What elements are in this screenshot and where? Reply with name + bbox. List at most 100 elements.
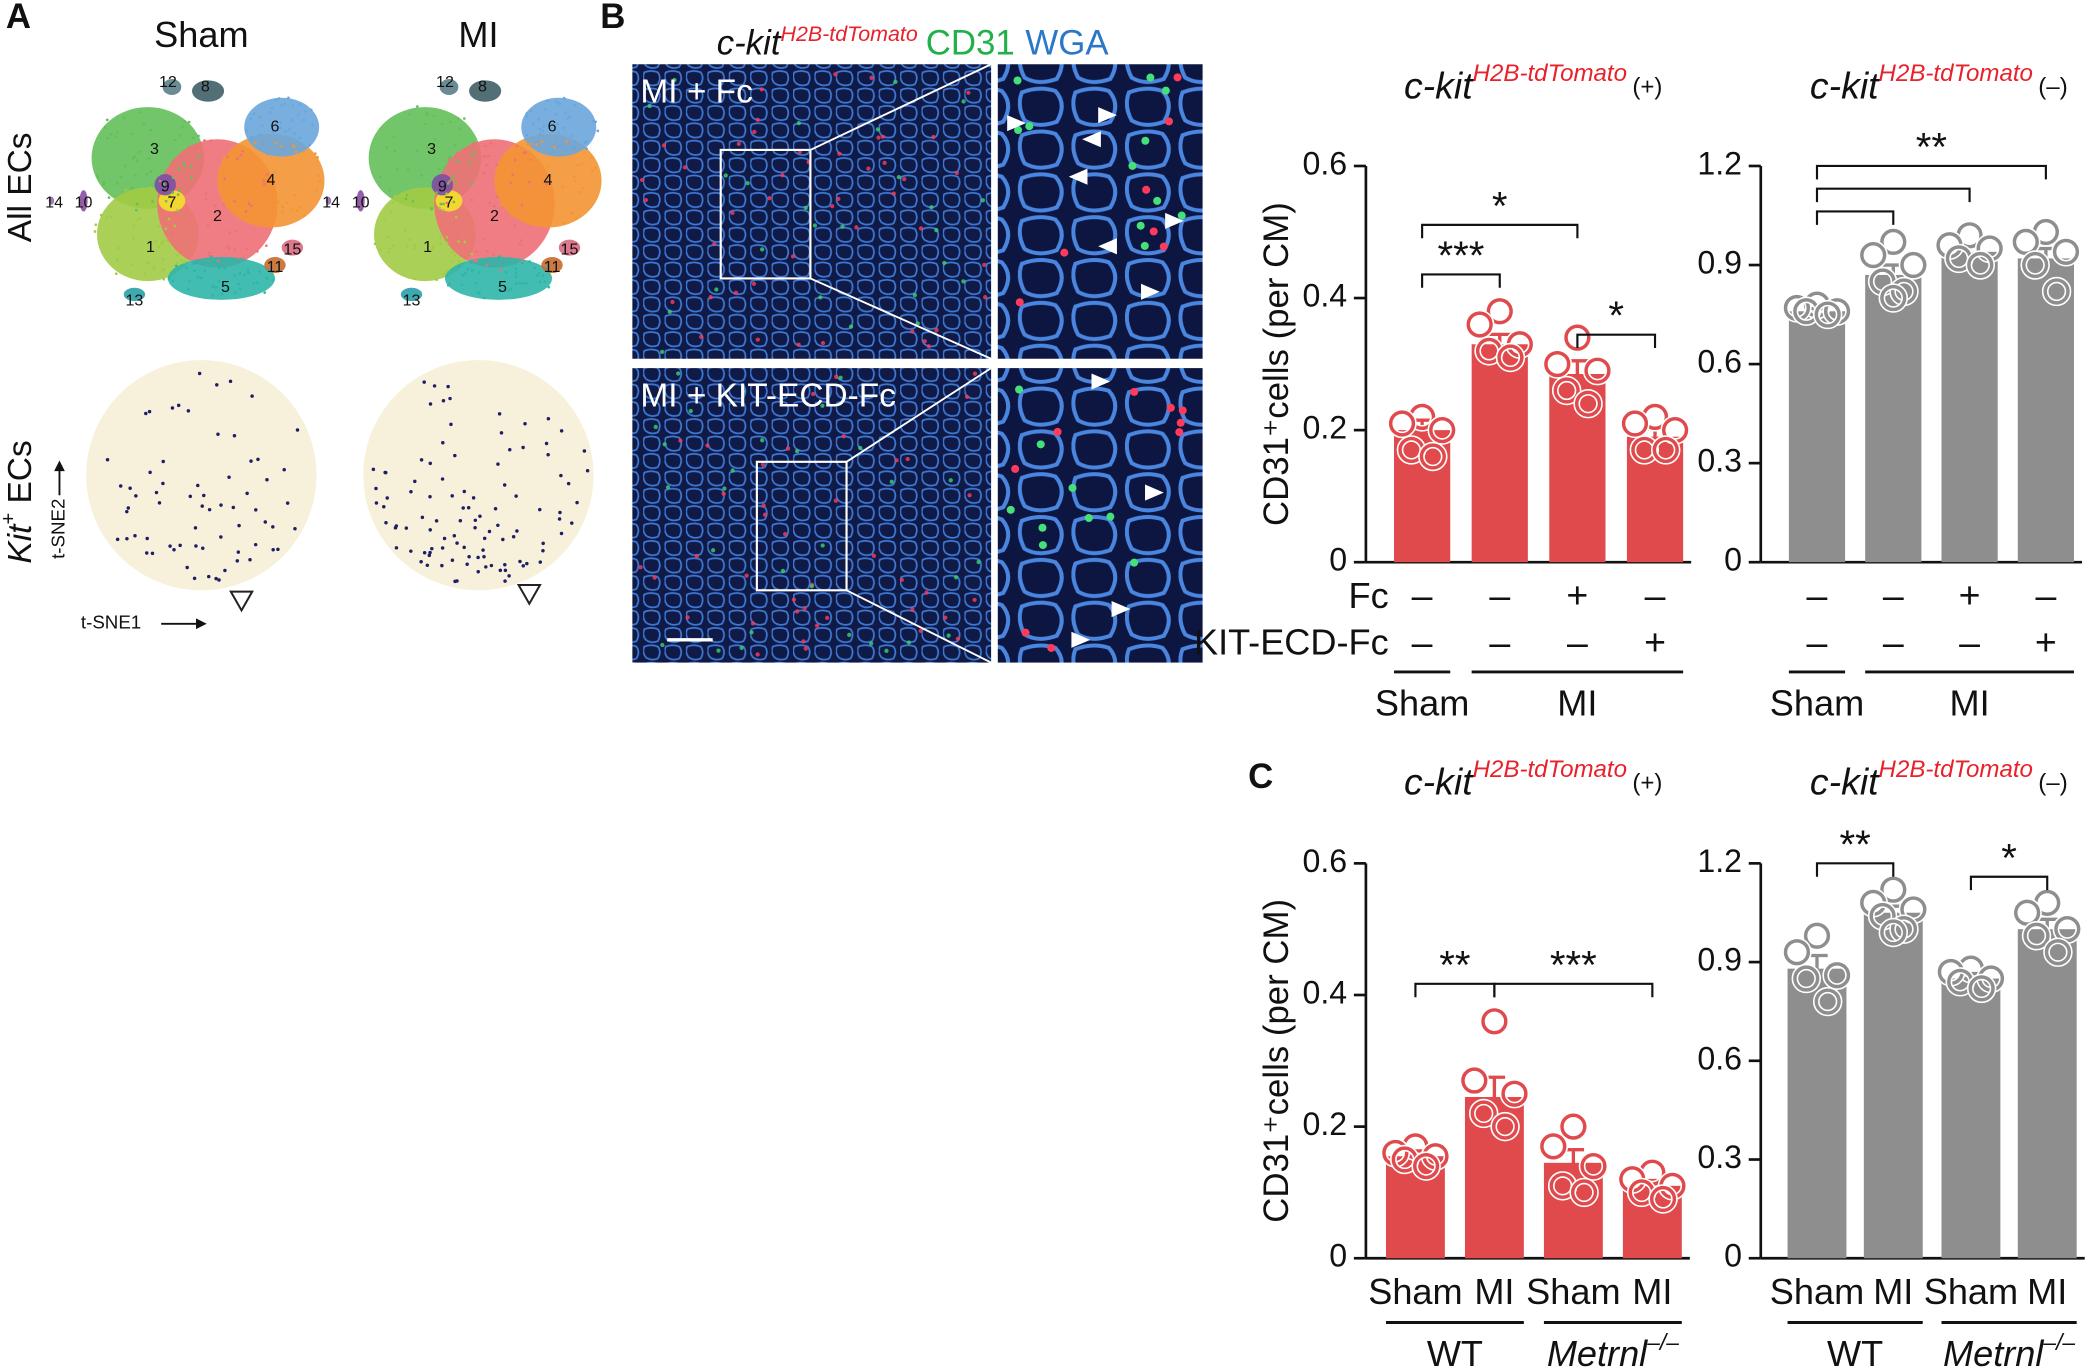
kit-cell-dot [196,483,200,488]
nucleus-dot [741,389,746,394]
cell-dot [445,236,449,239]
cell-dot [171,232,175,236]
cell-dot [227,261,230,265]
cell-dot [232,174,235,177]
y-tick-label: 0 [1724,542,1742,578]
cell-dot [528,156,532,160]
image-label: MI + Fc [640,74,752,111]
cell-dot [298,136,302,140]
nucleus-dot [803,205,808,211]
inset-box [719,148,812,280]
cell-dot [102,180,106,184]
group-name: WT [1427,1332,1483,1368]
cell-dot [271,278,275,282]
kit-cell-dot [216,432,220,437]
cell-dot [222,202,225,206]
nucleus-dot [1130,387,1139,396]
nucleus-dot [752,129,757,135]
cell-dot [470,182,474,186]
cell-dot [388,189,392,192]
cell-dot [192,262,195,265]
cell-dot [515,144,519,148]
cell-dot [96,174,99,177]
y-tick-label: 0.3 [1697,1139,1742,1175]
kit-cell-dot [430,546,434,551]
cell-dot [247,202,251,205]
cell-dot [571,147,575,150]
cell-dot [247,271,250,275]
cell-dot [519,239,523,242]
cell-dot [507,260,510,264]
cell-dot [177,167,181,171]
kit-cell-dot [508,447,512,452]
cell-dot [135,159,139,163]
cell-dot [531,164,535,167]
kit-cell-dot [467,555,471,559]
nucleus-dot [699,334,704,339]
cell-dot [449,178,453,181]
cell-dot [162,182,166,186]
nucleus-dot [922,339,927,344]
cluster-label: 6 [548,117,557,135]
point [1823,962,1851,989]
cell-dot [114,135,117,138]
kit-cell-dot [419,458,424,462]
kit-cell-dot [515,529,519,533]
nucleus-dot [809,584,814,589]
point [1497,344,1524,371]
cell-dot [136,218,139,222]
nucleus-dot [893,79,898,85]
point [1553,377,1580,404]
point [1967,251,1994,279]
cell-dot [228,176,232,180]
stain-header: c-kitH2B-tdTomato CD31 WGA [717,21,1110,62]
kit-cell-dot [461,506,465,510]
cell-dot [562,126,565,130]
nucleus-dot [982,262,987,268]
nucleus-dot [639,177,645,183]
cell-dot [243,273,246,277]
cell-dot [171,161,175,165]
axis-label: t-SNE1 [81,612,141,633]
cell-dot [209,139,213,143]
cell-dot [482,296,486,300]
kit-cell-dot [449,422,453,427]
cell-dot [255,281,259,284]
nucleus-dot [814,623,820,628]
cell-dot [560,144,564,147]
cluster-label: 11 [267,258,284,276]
cell-dot [282,148,286,152]
cell-dot [274,98,278,102]
cell-dot [591,120,595,123]
cell-dot [492,204,496,208]
arrowhead [1082,131,1101,148]
cell-dot [573,179,577,183]
significance-label: ** [1439,942,1470,987]
cell-dot [134,174,138,177]
kit-cell-dot [253,542,258,547]
cell-dot [105,118,109,122]
nucleus-dot [1006,505,1015,514]
cell-dot [153,194,157,198]
kit-cell-dot [148,470,152,475]
cell-dot [284,136,288,139]
nucleus-dot [946,633,951,638]
cell-dot [433,138,437,141]
micrograph [632,64,992,359]
bar [1863,912,1923,1259]
cell-dot [311,123,314,127]
kit-cell-dot [161,481,165,486]
cell-dot [557,131,560,135]
kit-cell-dot [128,486,132,490]
cell-dot [424,122,427,126]
cell-dot [442,272,446,275]
cell-dot [160,241,164,244]
kit-cell-dot [228,379,233,384]
kit-cloud [86,360,317,591]
cell-dot [513,158,517,162]
kit-cell-dot [271,547,275,552]
cell-dot [167,217,171,221]
nucleus-dot [929,205,934,210]
cluster-label: 12 [159,73,177,91]
